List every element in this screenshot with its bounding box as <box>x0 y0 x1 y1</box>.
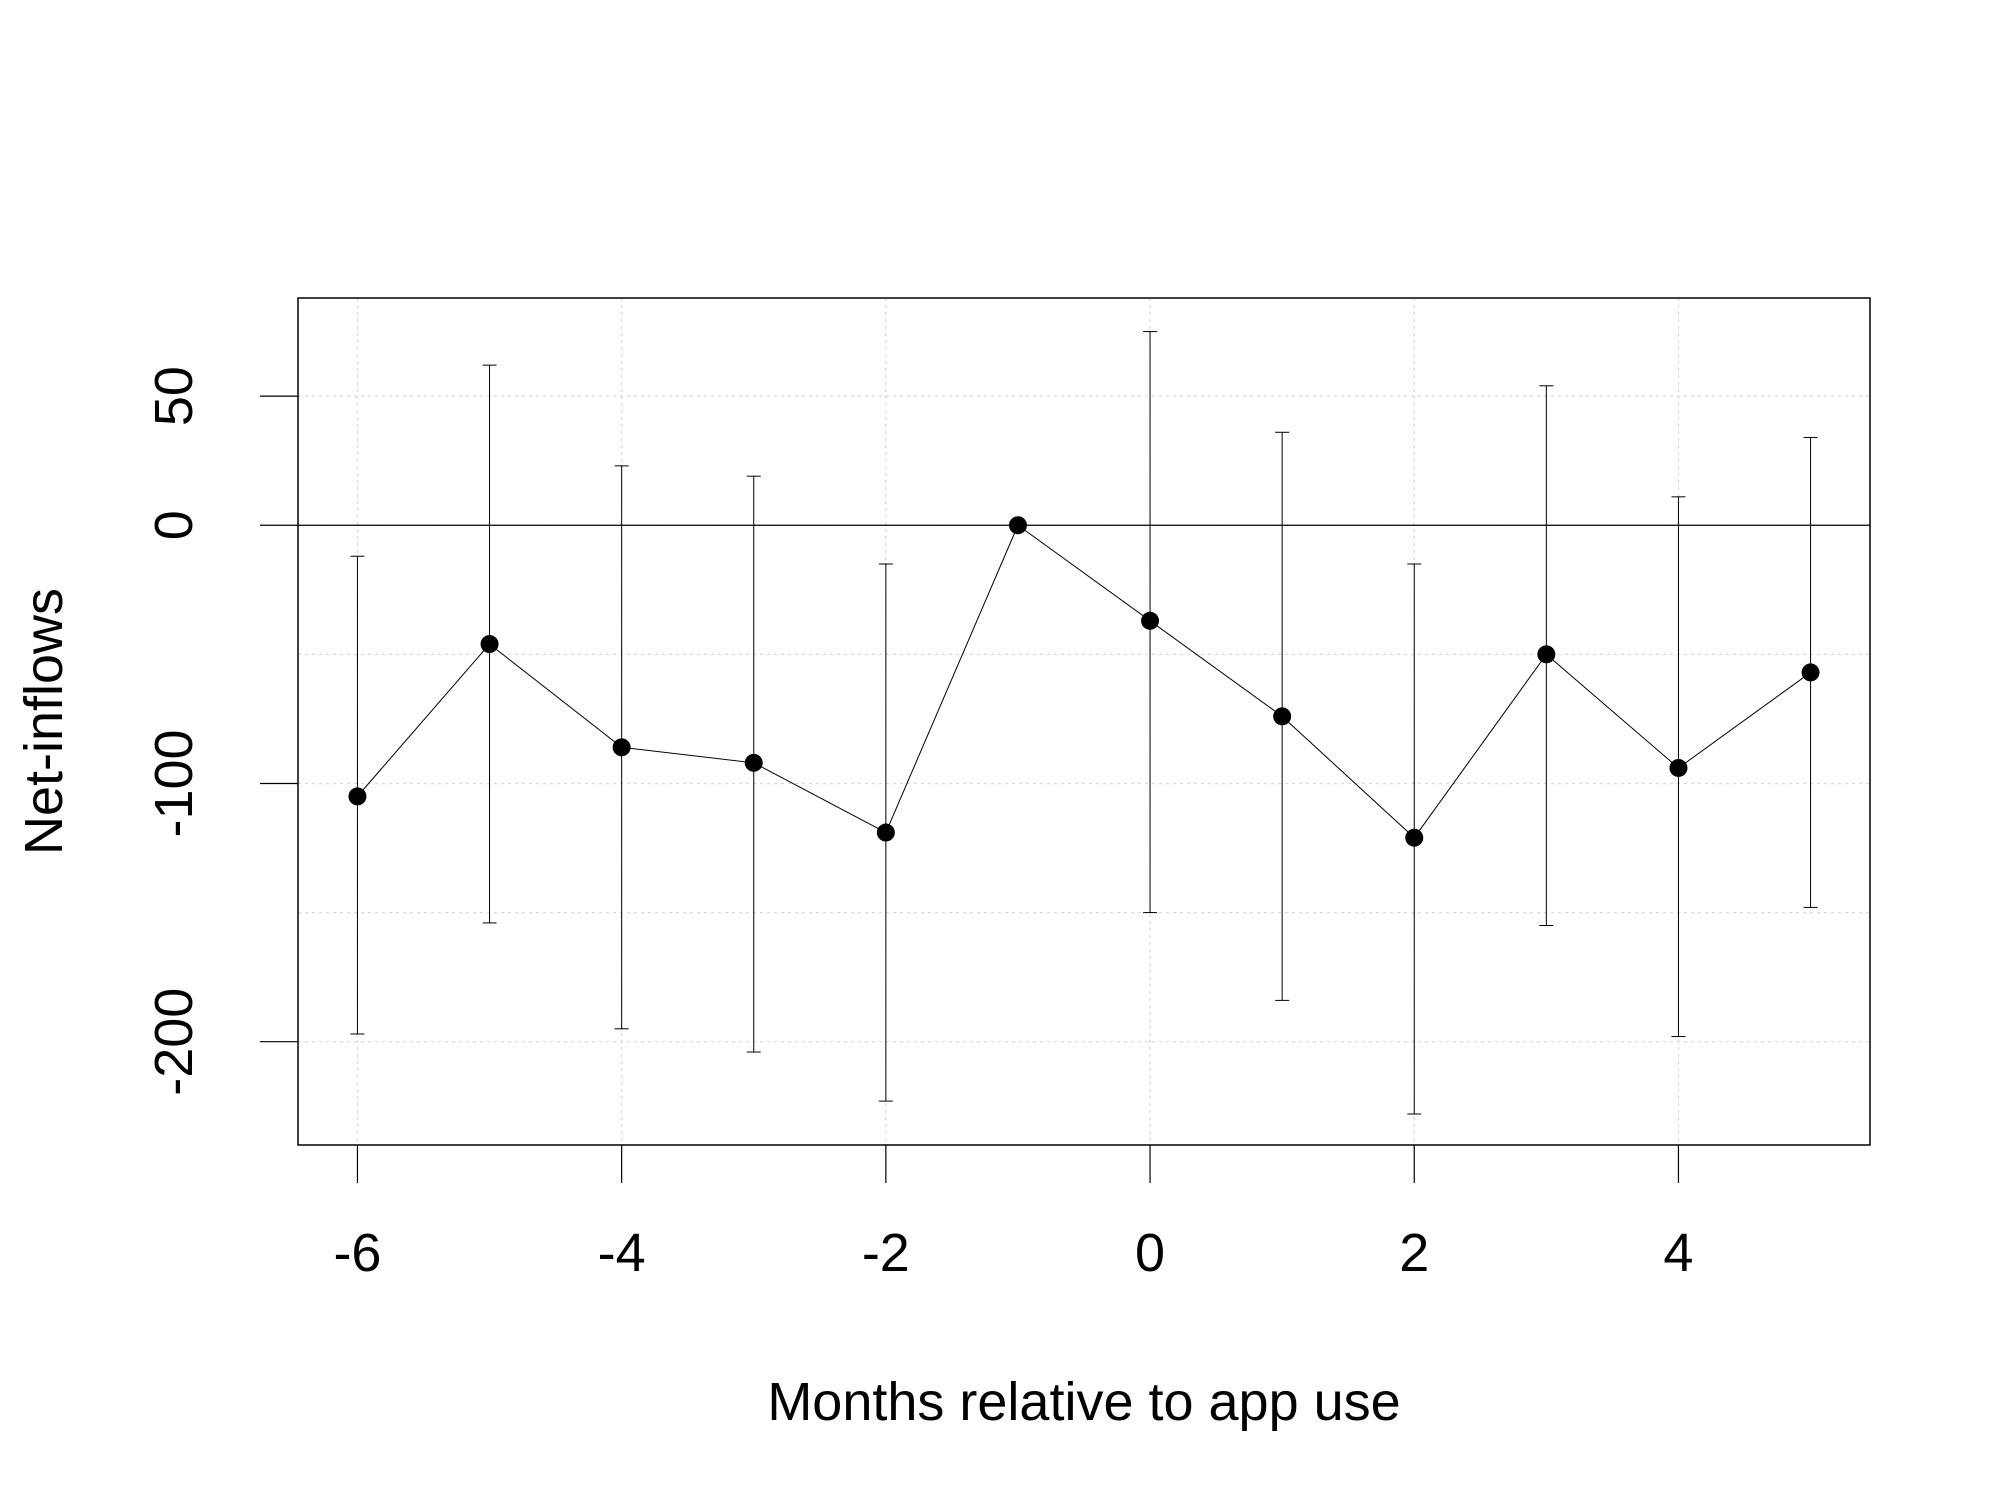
y-tick-label: -200 <box>144 988 204 1096</box>
y-tick-label: 0 <box>144 510 204 540</box>
data-points <box>348 516 1820 847</box>
data-point <box>876 823 895 842</box>
data-point <box>1801 663 1820 682</box>
y-tick-label: 50 <box>144 366 204 426</box>
x-tick-label: -4 <box>598 1223 646 1283</box>
x-tick-label: -2 <box>862 1223 910 1283</box>
x-axis-title: Months relative to app use <box>767 1372 1400 1432</box>
series-line <box>357 524 1811 839</box>
data-point <box>1141 611 1160 630</box>
data-point <box>744 753 763 772</box>
data-point <box>348 787 367 806</box>
x-tick-label: 0 <box>1135 1223 1165 1283</box>
plot-frame <box>297 297 1871 1146</box>
data-point <box>1669 758 1688 777</box>
x-tick-label: 2 <box>1399 1223 1429 1283</box>
y-axis-title: Net-inflows <box>14 588 74 855</box>
x-axis: -6 -4 -2 0 2 4 <box>333 1145 1693 1283</box>
y-axis: -200 -100 0 50 <box>144 366 298 1096</box>
data-point <box>1537 645 1556 664</box>
data-point <box>1273 707 1292 726</box>
y-tick-label: -100 <box>144 729 204 837</box>
x-tick-label: -6 <box>333 1223 381 1283</box>
data-point <box>612 738 631 757</box>
series <box>357 524 1811 839</box>
data-point <box>1008 516 1027 535</box>
data-point <box>1405 828 1424 847</box>
data-point <box>480 635 499 654</box>
x-tick-label: 4 <box>1663 1223 1693 1283</box>
